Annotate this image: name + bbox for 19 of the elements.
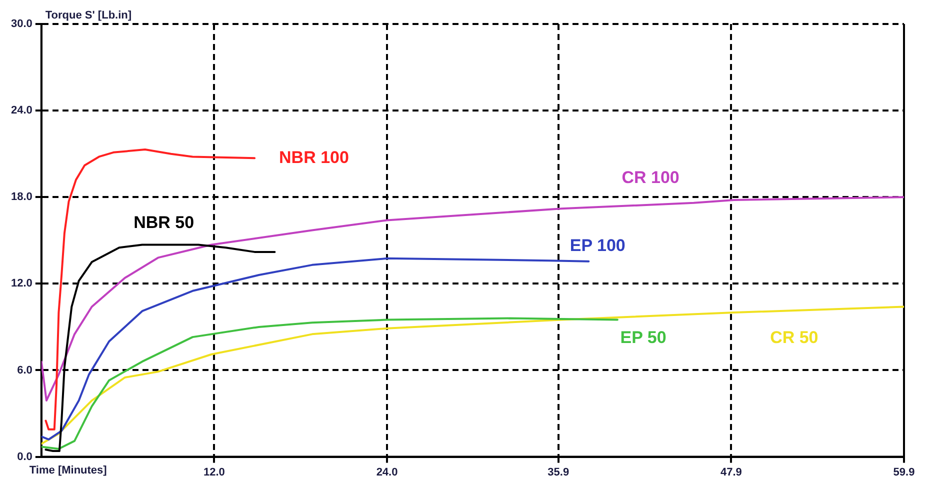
series-label: EP 100 bbox=[570, 236, 626, 255]
x-tick-label: 12.0 bbox=[204, 466, 225, 478]
y-tick-label: 0.0 bbox=[17, 450, 32, 463]
series-label: NBR 50 bbox=[134, 212, 194, 232]
y-axis-title: Torque S' [Lb.in] bbox=[45, 10, 132, 22]
series-label: CR 100 bbox=[622, 168, 680, 188]
x-tick-label: 59.9 bbox=[893, 466, 915, 478]
y-tick-label: 30.0 bbox=[10, 18, 32, 30]
y-tick-label: 12.0 bbox=[10, 278, 32, 290]
x-axis-title: Time [Minutes] bbox=[29, 464, 108, 476]
x-tick-label: 35.9 bbox=[548, 466, 570, 478]
y-tick-label: 6.0 bbox=[17, 364, 32, 376]
series-label: CR 50 bbox=[770, 328, 818, 348]
y-tick-label: 24.0 bbox=[10, 104, 32, 117]
series-label: EP 50 bbox=[620, 328, 666, 348]
y-tick-label: 18.0 bbox=[10, 191, 32, 204]
x-tick-label: 47.9 bbox=[720, 466, 742, 478]
x-tick-label: 24.0 bbox=[376, 466, 398, 478]
series-label: NBR 100 bbox=[279, 148, 349, 167]
